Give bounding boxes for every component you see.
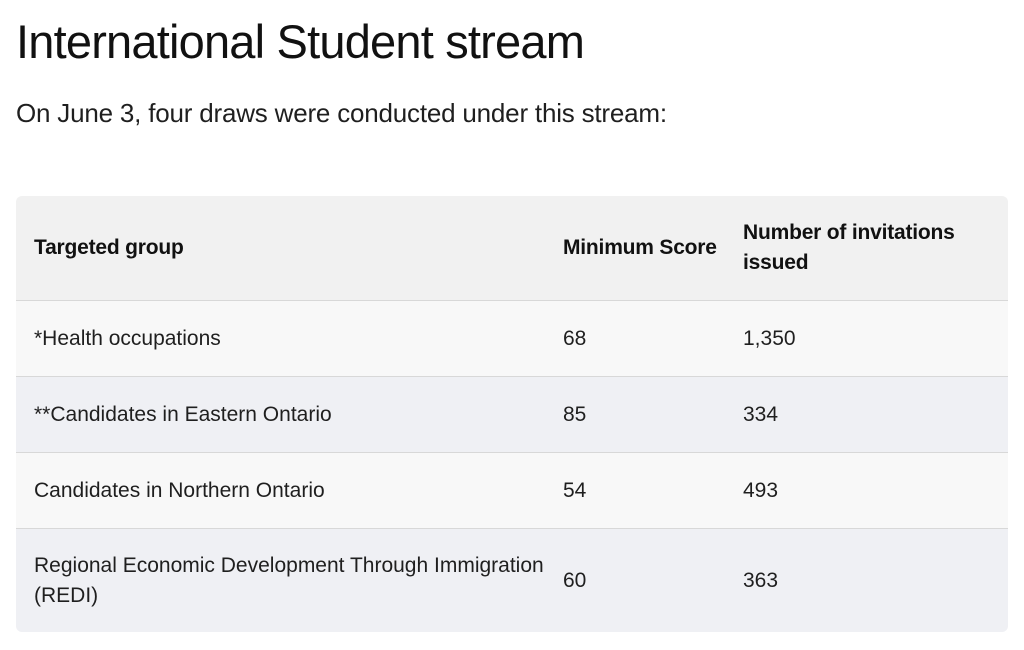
cell-invitations-issued: 1,350: [725, 300, 1008, 377]
column-header-targeted-group: Targeted group: [16, 196, 545, 301]
cell-invitations-issued: 363: [725, 528, 1008, 632]
cell-minimum-score: 54: [545, 452, 725, 529]
column-header-invitations-issued: Number of invitations issued: [725, 196, 1008, 301]
page-title: International Student stream: [16, 15, 585, 68]
table-row: **Candidates in Eastern Ontario 85 334: [16, 376, 1008, 453]
cell-minimum-score: 85: [545, 376, 725, 453]
column-header-minimum-score: Minimum Score: [545, 196, 725, 301]
cell-invitations-issued: 493: [725, 452, 1008, 529]
table-header: Targeted group Minimum Score Number of i…: [16, 196, 1008, 301]
table-row: Candidates in Northern Ontario 54 493: [16, 452, 1008, 529]
table-row: *Health occupations 68 1,350: [16, 300, 1008, 377]
header-row: Targeted group Minimum Score Number of i…: [16, 196, 1008, 301]
cell-targeted-group: **Candidates in Eastern Ontario: [16, 376, 545, 453]
cell-targeted-group: Candidates in Northern Ontario: [16, 452, 545, 529]
intro-text: On June 3, four draws were conducted und…: [16, 98, 667, 128]
cell-minimum-score: 60: [545, 528, 725, 632]
table-body: *Health occupations 68 1,350 **Candidate…: [16, 300, 1008, 632]
cell-targeted-group: Regional Economic Development Through Im…: [16, 528, 545, 632]
table-row: Regional Economic Development Through Im…: [16, 528, 1008, 632]
cell-targeted-group: *Health occupations: [16, 300, 545, 377]
cell-invitations-issued: 334: [725, 376, 1008, 453]
draws-table-container: Targeted group Minimum Score Number of i…: [16, 196, 1008, 632]
draws-table: Targeted group Minimum Score Number of i…: [16, 196, 1008, 632]
cell-minimum-score: 68: [545, 300, 725, 377]
